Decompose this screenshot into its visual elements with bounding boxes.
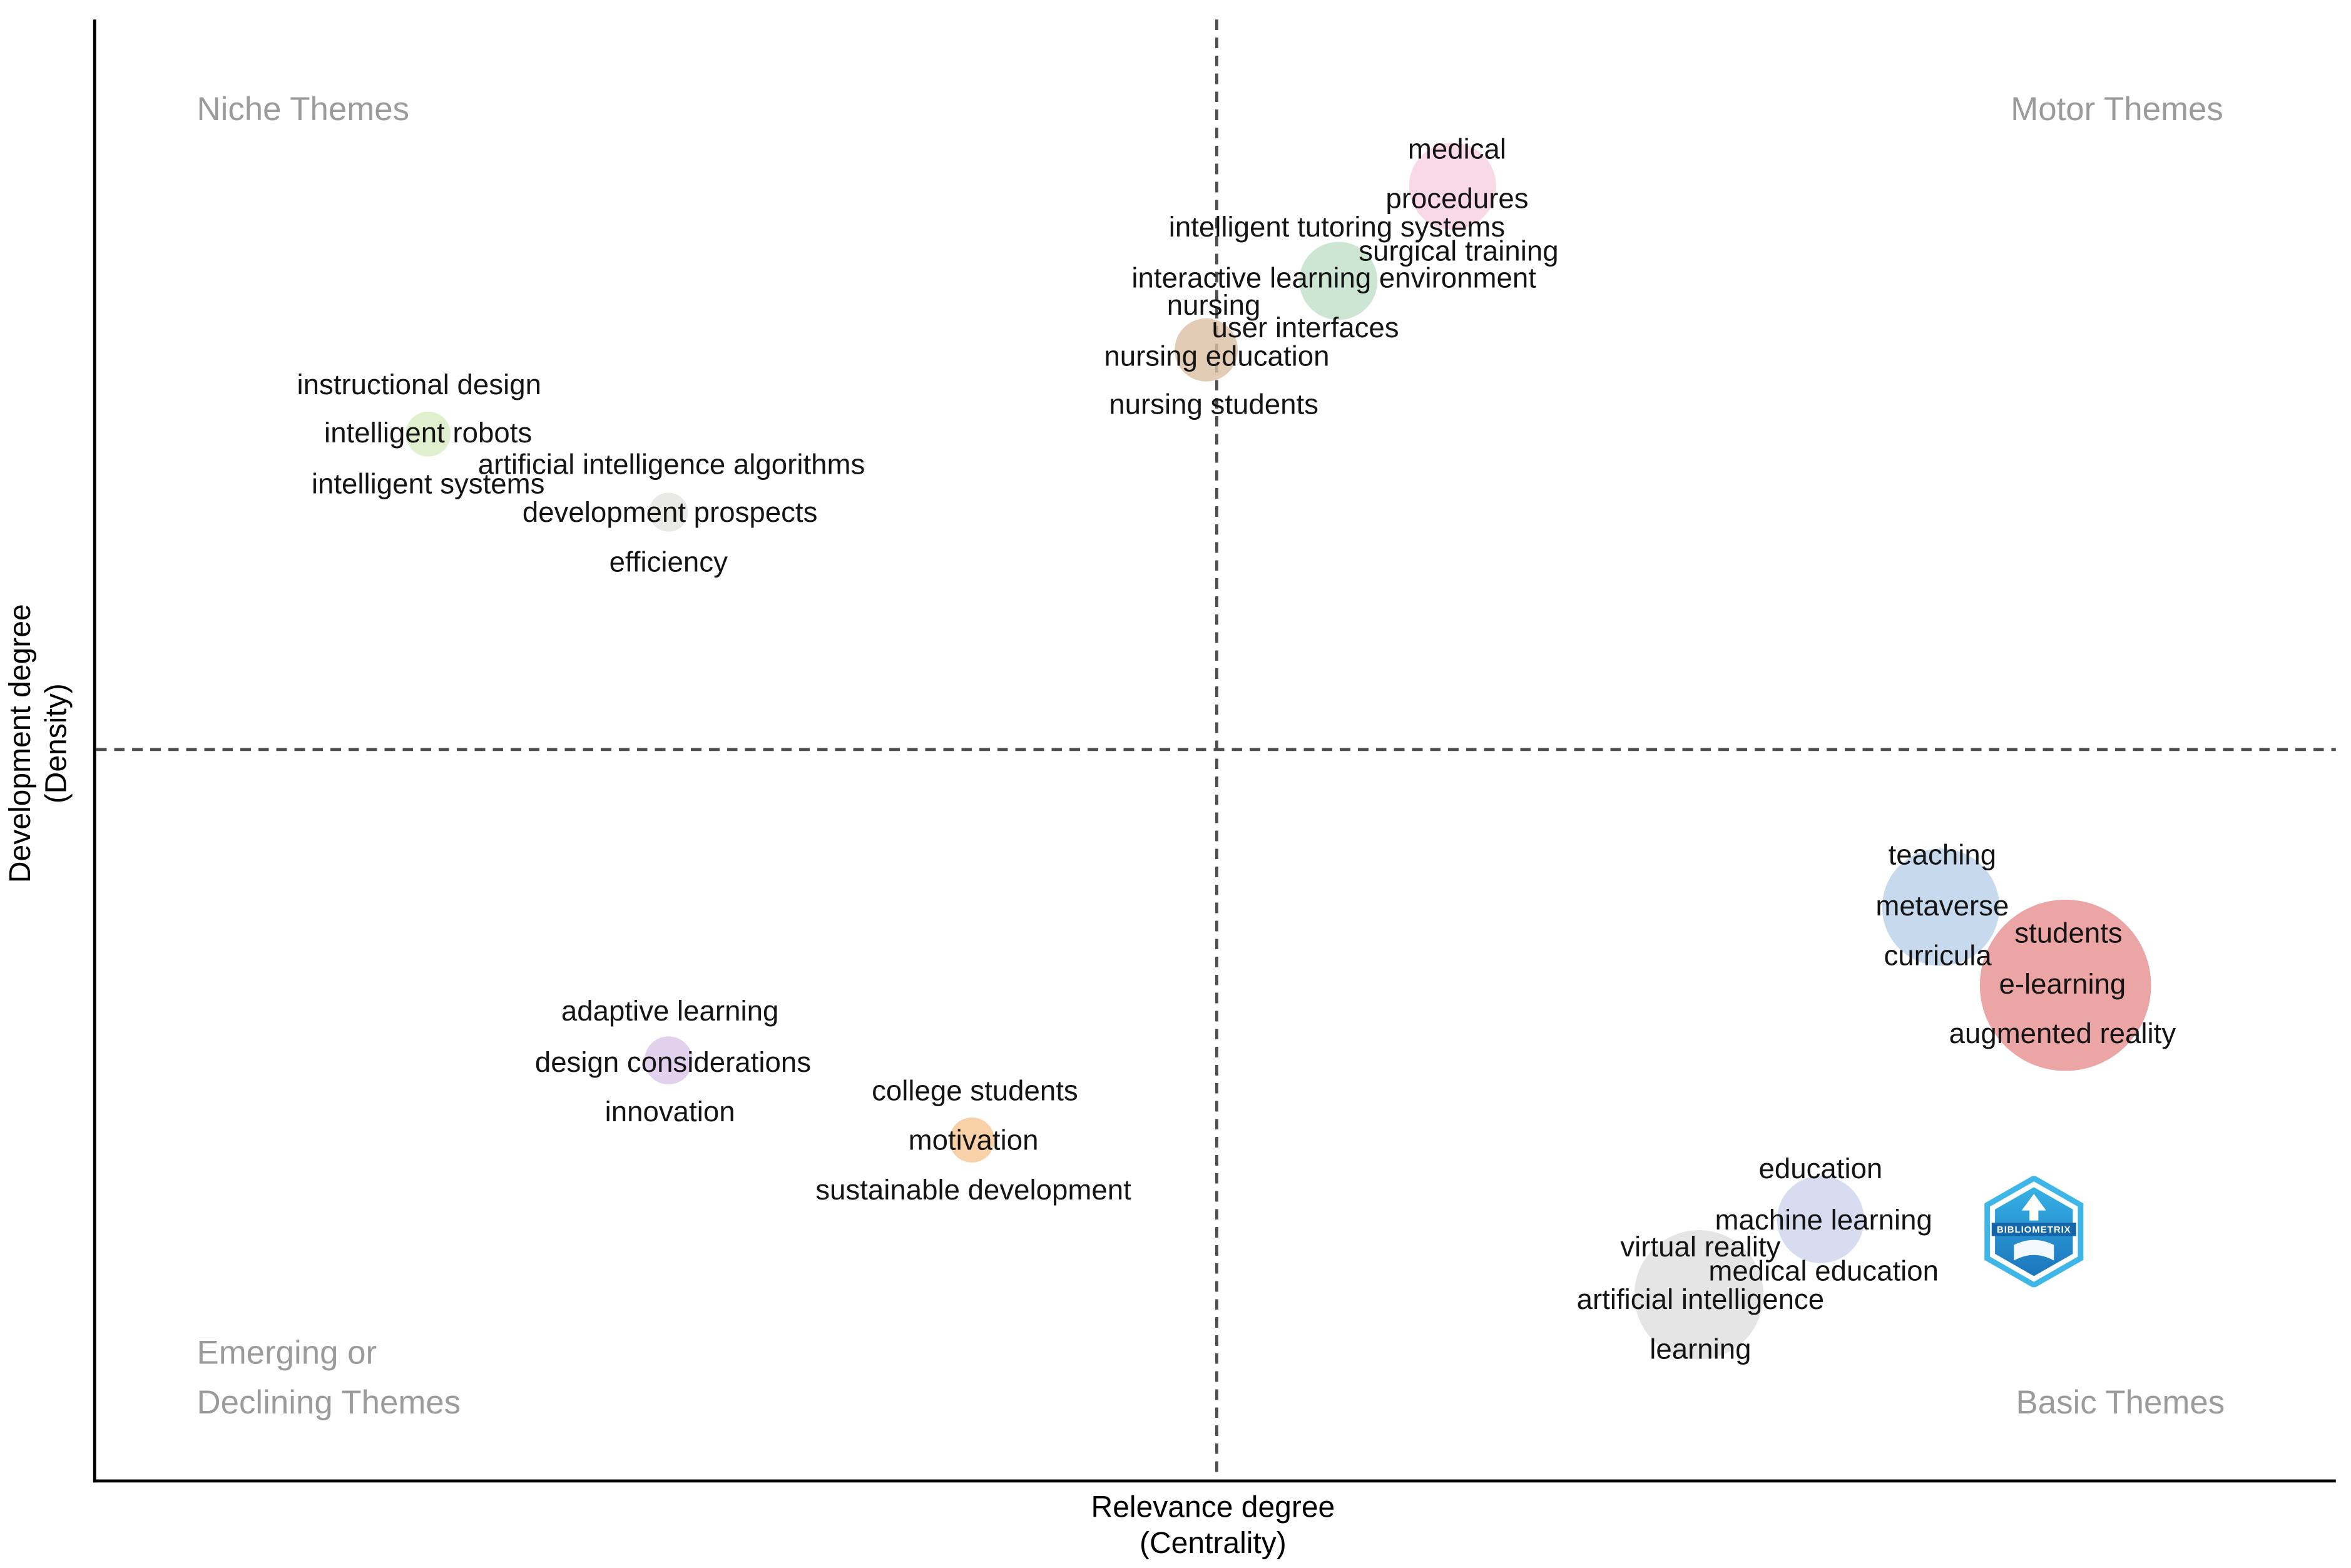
- term-label-intelligent-robots: intelligent robots: [324, 418, 533, 450]
- term-label-adaptive-learning: adaptive learning: [561, 996, 779, 1029]
- term-label-augmented-reality: augmented reality: [1949, 1019, 2176, 1051]
- y-axis-title-line2: (Density): [40, 683, 74, 804]
- cluster-bubble-machine-learning: [1777, 1176, 1865, 1263]
- quadrant-label-niche-themes: Niche Themes: [196, 90, 409, 128]
- term-label-students: students: [2014, 918, 2123, 950]
- term-label-curricula: curricula: [1884, 940, 1992, 973]
- quadrant-label-emerging-line1: Emerging or: [196, 1333, 377, 1372]
- term-label-sustainable-development: sustainable development: [815, 1175, 1131, 1207]
- horizontal-density-divider: [96, 748, 2336, 751]
- term-label-e-learning: e-learning: [1999, 969, 2126, 1001]
- cluster-bubble-medical-procedures: [1409, 143, 1496, 230]
- bibliometrix-logo-icon: BIBLIOMETRIX: [1984, 1176, 2084, 1288]
- term-label-motivation: motivation: [908, 1126, 1039, 1158]
- y-axis-title-line1: Development degree: [4, 604, 38, 883]
- term-label-interactive-learning-environment: interactive learning environment: [1131, 263, 1536, 295]
- term-label-user-interfaces: user interfaces: [1211, 313, 1399, 345]
- term-label-medical: medical: [1407, 134, 1507, 166]
- term-label-nursing-students: nursing students: [1109, 389, 1318, 422]
- term-label-efficiency: efficiency: [609, 547, 728, 579]
- term-label-nursing: nursing: [1166, 290, 1261, 322]
- quadrant-label-basic-themes: Basic Themes: [2016, 1383, 2225, 1421]
- term-label-virtual-reality: virtual reality: [1620, 1232, 1781, 1265]
- term-label-surgical-training: surgical training: [1359, 237, 1559, 268]
- cluster-bubble-artificial-intelligence: [1634, 1230, 1764, 1360]
- x-axis-title: Relevance degree (Centrality): [93, 1490, 2333, 1562]
- cluster-bubble-design-considerations: [644, 1036, 693, 1085]
- cluster-bubble-nursing-education: [1175, 318, 1238, 382]
- term-label-medical-education: medical education: [1708, 1256, 1939, 1288]
- cluster-bubble-development-prospects: [649, 492, 688, 532]
- logo-arrow-glyph: [2021, 1194, 2046, 1221]
- term-label-instructional-design: instructional design: [297, 370, 541, 402]
- plot-area: Niche Themes Motor Themes Emerging or De…: [93, 19, 2336, 1483]
- term-label-artificial-intelligence: artificial intelligence: [1576, 1285, 1825, 1317]
- cluster-bubble-e-learning: [1979, 899, 2151, 1071]
- term-label-innovation: innovation: [604, 1097, 735, 1129]
- logo-ribbon: [1991, 1223, 2076, 1236]
- cluster-bubble-motivation: [949, 1117, 995, 1163]
- y-axis-title: Development degree (Density): [3, 604, 75, 883]
- term-label-teaching: teaching: [1888, 840, 1997, 872]
- term-label-learning: learning: [1650, 1334, 1752, 1367]
- quadrant-label-motor-themes: Motor Themes: [2011, 90, 2223, 128]
- x-axis-title-line1: Relevance degree: [1091, 1491, 1335, 1525]
- term-label-design-considerations: design considerations: [534, 1047, 812, 1079]
- logo-book-glyph: [2014, 1240, 2054, 1261]
- term-label-development-prospects: development prospects: [522, 497, 818, 530]
- term-label-metaverse: metaverse: [1875, 891, 2009, 924]
- quadrant-label-emerging-declining-themes: Emerging or Declining Themes: [196, 1328, 461, 1427]
- cluster-bubble-intelligent-tutoring-systems: [1299, 242, 1378, 320]
- term-label-education: education: [1758, 1154, 1883, 1186]
- logo-text: BIBLIOMETRIX: [1997, 1224, 2071, 1235]
- quadrant-label-emerging-line2: Declining Themes: [196, 1383, 461, 1421]
- term-label-intelligent-tutoring-systems: intelligent tutoring systems: [1168, 212, 1506, 245]
- cluster-bubbles-layer: [96, 19, 2336, 1479]
- term-label-nursing-education: nursing education: [1104, 342, 1330, 374]
- term-label-machine-learning: machine learning: [1715, 1205, 1932, 1237]
- x-axis-title-line2: (Centrality): [1140, 1527, 1287, 1561]
- term-label-college-students: college students: [872, 1076, 1078, 1108]
- term-label-procedures: procedures: [1385, 184, 1529, 216]
- cluster-bubble-intelligent-robots: [405, 411, 451, 457]
- term-label-intelligent-systems: intelligent systems: [311, 469, 545, 501]
- cluster-bubble-metaverse: [1882, 848, 2000, 966]
- term-label-artificial-intelligence-algorithms: artificial intelligence algorithms: [477, 449, 865, 482]
- term-labels-layer: medical procedures intelligent tutoring sy…: [96, 19, 2336, 1479]
